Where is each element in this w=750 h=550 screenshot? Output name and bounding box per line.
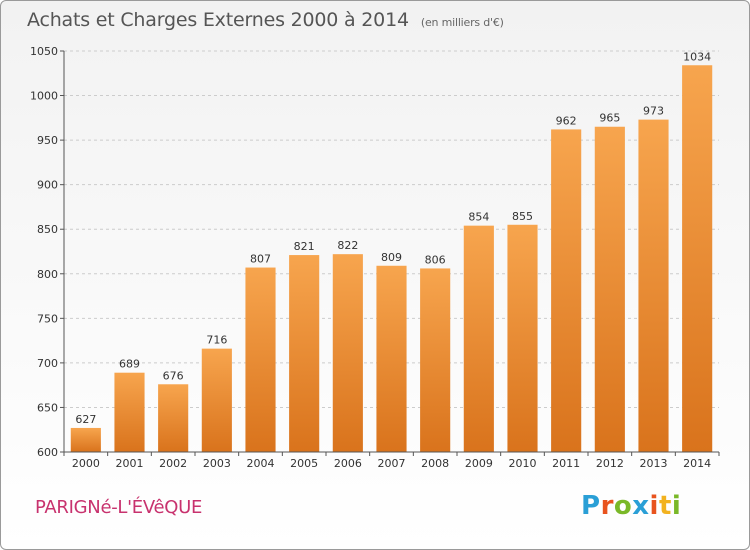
data-label: 676 (163, 369, 184, 382)
bar-2005 (289, 255, 320, 452)
y-tick-label: 650 (37, 401, 58, 414)
bar-2007 (376, 265, 407, 452)
bar-2004 (245, 267, 276, 452)
data-label: 627 (75, 413, 96, 426)
y-tick-label: 1000 (30, 90, 58, 103)
x-tick-label: 2002 (159, 457, 187, 470)
x-tick-label: 2003 (203, 457, 231, 470)
data-label: 821 (294, 240, 315, 253)
logo-letter: i (649, 491, 659, 521)
logo-letter: x (632, 491, 650, 521)
x-tick-label: 2009 (465, 457, 493, 470)
data-label: 965 (599, 112, 620, 125)
bar-2012 (594, 126, 625, 452)
x-tick-label: 2005 (290, 457, 318, 470)
chart-title-text: Achats et Charges Externes 2000 à 2014 (27, 9, 409, 31)
x-tick-label: 2006 (334, 457, 362, 470)
data-label: 1034 (683, 50, 711, 63)
x-tick-label: 2001 (116, 457, 144, 470)
data-label: 809 (381, 251, 402, 264)
logo-letter: o (613, 491, 633, 521)
bar-2010 (507, 224, 538, 452)
y-tick-label: 900 (37, 179, 58, 192)
logo-letter: P (581, 491, 601, 521)
proxiti-logo[interactable]: Proxiti (581, 491, 681, 521)
bar-2006 (332, 254, 363, 452)
y-tick-label: 750 (37, 312, 58, 325)
chart-unit: (en milliers d'€) (420, 16, 504, 29)
x-tick-label: 2013 (640, 457, 668, 470)
bar-2011 (551, 129, 582, 452)
x-tick-label: 2014 (683, 457, 711, 470)
bars (70, 65, 713, 453)
chart-title: Achats et Charges Externes 2000 à 2014 (e… (27, 9, 504, 31)
y-tick-label: 850 (37, 223, 58, 236)
commune-name: PARIGNé-L'ÉVêQUE (35, 497, 203, 518)
bar-2002 (158, 384, 189, 452)
y-tick-label: 700 (37, 357, 58, 370)
y-tick-label: 800 (37, 268, 58, 281)
x-tick-label: 2010 (509, 457, 537, 470)
x-tick-label: 2007 (378, 457, 406, 470)
x-tick-label: 2008 (421, 457, 449, 470)
data-label: 822 (337, 239, 358, 252)
logo-letter: i (671, 491, 682, 521)
x-tick-label: 2004 (247, 457, 275, 470)
data-label: 855 (512, 210, 533, 223)
logo-letter: t (658, 491, 672, 521)
data-label: 854 (468, 211, 489, 224)
bar-2000 (70, 427, 101, 452)
data-label: 973 (643, 105, 664, 118)
bar-2014 (682, 65, 713, 452)
y-tick-label: 600 (37, 446, 58, 459)
y-tick-label: 950 (37, 134, 58, 147)
x-tick-label: 2012 (596, 457, 624, 470)
bar-2001 (114, 372, 145, 452)
logo-letter: r (600, 491, 614, 521)
data-label: 689 (119, 358, 140, 371)
x-tick-label: 2011 (552, 457, 580, 470)
bar-2013 (638, 119, 669, 453)
data-label: 716 (206, 334, 227, 347)
bar-2008 (420, 268, 451, 452)
labels: 600 650 700 750 800 850 900 950 1000 1050 2000 627 2… (30, 45, 711, 470)
bar-2009 (463, 225, 494, 452)
y-tick-label: 1050 (30, 45, 58, 58)
axes (60, 50, 720, 456)
data-label: 962 (556, 114, 577, 127)
data-label: 806 (425, 253, 446, 266)
data-label: 807 (250, 253, 271, 266)
x-tick-label: 2000 (72, 457, 100, 470)
bar-2003 (201, 348, 232, 452)
